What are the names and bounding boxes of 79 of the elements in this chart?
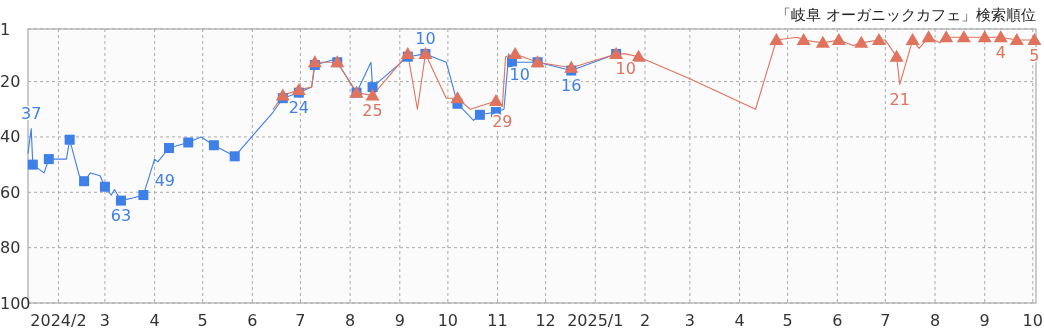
point: [993, 30, 1008, 43]
point: [450, 91, 465, 104]
point: [27, 159, 38, 170]
point: [769, 33, 784, 46]
xtick: 3: [99, 311, 110, 330]
value-label: 16: [561, 76, 582, 95]
point: [508, 46, 523, 59]
xtick: 8: [345, 311, 356, 330]
xtick: 2025/1: [567, 311, 624, 330]
point: [939, 30, 954, 43]
xtick: 9: [979, 311, 990, 330]
xtick: 2: [639, 311, 651, 330]
xtick: 12: [535, 311, 556, 330]
point: [631, 49, 646, 62]
value-label: 29: [492, 112, 513, 131]
point: [977, 30, 992, 43]
xtick: 5: [782, 311, 793, 330]
xtick: 11: [487, 311, 508, 330]
point: [164, 143, 175, 154]
value-label: 10: [615, 59, 636, 79]
xtick: 6: [247, 311, 258, 330]
point: [365, 88, 380, 101]
point: [183, 137, 194, 148]
ytick: 1: [0, 19, 11, 39]
point: [1027, 33, 1042, 46]
xtick: 6: [832, 311, 843, 330]
point: [275, 88, 290, 101]
xtick: 3: [684, 311, 695, 330]
point: [307, 55, 322, 68]
point: [367, 82, 378, 93]
value-label: 4: [995, 42, 1006, 62]
point: [796, 33, 811, 46]
value-label: 49: [154, 171, 175, 191]
point: [115, 195, 126, 206]
value-label: 5: [1029, 45, 1040, 65]
point: [921, 30, 936, 43]
point: [815, 35, 830, 48]
value-label: 37: [21, 104, 42, 124]
point: [905, 33, 920, 46]
value-label: 25: [362, 100, 383, 120]
point: [99, 181, 110, 192]
xtick: 4: [734, 311, 745, 330]
point: [474, 109, 485, 120]
point: [831, 33, 846, 46]
xtick: 10: [1022, 311, 1043, 330]
point: [43, 154, 54, 165]
value-label: 10: [509, 65, 530, 85]
title: 「岐阜 オーガニックカフェ」検索順位: [776, 6, 1036, 24]
ytick: 40: [0, 127, 21, 147]
point: [229, 151, 240, 162]
xtick: 8: [929, 311, 941, 330]
ytick: 80: [0, 238, 21, 258]
xtick: 4: [149, 311, 160, 330]
ytick: 20: [0, 72, 21, 92]
point: [488, 93, 503, 106]
point: [1009, 33, 1024, 46]
xtick: 7: [880, 311, 891, 330]
value-label: 21: [889, 89, 910, 109]
point: [400, 46, 415, 59]
ytick: 100: [0, 293, 31, 313]
point: [564, 60, 579, 73]
point: [79, 176, 90, 187]
point: [64, 134, 75, 145]
point: [854, 35, 869, 48]
xtick: 7: [295, 311, 306, 330]
xtick: 2024/2: [30, 311, 87, 330]
value-label: 63: [110, 206, 132, 226]
point: [889, 49, 904, 62]
ytick: 60: [0, 182, 21, 202]
xtick: 5: [197, 311, 208, 330]
point: [956, 30, 971, 43]
xtick: 9: [394, 311, 405, 330]
xtick: 10: [437, 311, 459, 330]
value-label: 10: [415, 29, 436, 49]
value-label: 24: [288, 98, 309, 118]
point: [208, 140, 219, 151]
point: [871, 33, 886, 46]
point: [291, 82, 306, 95]
point: [138, 190, 149, 201]
